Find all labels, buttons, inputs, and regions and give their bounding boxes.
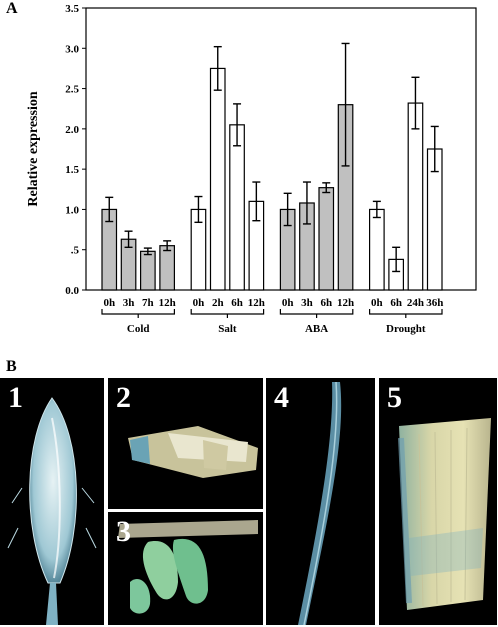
panel-a-label: A <box>6 0 18 17</box>
bar <box>209 67 226 291</box>
y-tick-label: 0.0 <box>65 285 79 297</box>
x-tick-label: 0h <box>282 297 294 309</box>
x-tick-label: 0h <box>103 297 115 309</box>
y-tick-label: .5 <box>71 245 80 257</box>
x-tick-label: 0h <box>193 297 205 309</box>
y-tick-label: 2.0 <box>65 124 79 136</box>
y-tick-label: 1.0 <box>65 204 79 216</box>
x-tick-label: 6h <box>231 297 243 309</box>
bar <box>318 187 335 291</box>
anthers-illustration <box>118 520 258 614</box>
x-tick-label: 12h <box>248 297 265 309</box>
bar <box>407 102 424 291</box>
group-label: Cold <box>127 323 150 335</box>
bar <box>159 245 175 291</box>
x-tick-label: 2h <box>212 297 224 309</box>
photo-number: 5 <box>387 381 402 414</box>
panel-b-label: B <box>6 358 17 375</box>
photo-2-floret: 2 <box>108 378 263 509</box>
x-tick-label: 12h <box>159 297 176 309</box>
group-bracket <box>101 309 175 315</box>
y-tick-label: 3.0 <box>65 43 79 55</box>
y-axis-label: Relative expression <box>26 91 41 206</box>
group-label: Salt <box>218 323 237 335</box>
photo-number: 3 <box>116 515 131 548</box>
group-bracket <box>369 309 443 315</box>
x-tick-label: 36h <box>426 297 443 309</box>
x-tick-label: 12h <box>337 297 354 309</box>
leaf-sheath-illustration <box>298 381 342 625</box>
photo-number: 1 <box>8 381 23 414</box>
group-bracket <box>279 309 354 315</box>
photo-5-leaf-section: 5 <box>379 378 497 625</box>
bar <box>140 250 156 291</box>
expression-bar-chart: 0.0 .5 1.0 1.5 2.0 2.5 3.0 3.5 Relative expressi… <box>26 3 477 335</box>
leaf-section-illustration <box>398 418 491 610</box>
bar <box>369 208 385 291</box>
y-tick-label: 3.5 <box>65 3 79 15</box>
y-tick-label: 1.5 <box>65 164 79 176</box>
photo-4-leaf-sheath: 4 <box>266 378 375 625</box>
x-tick-label: 0h <box>371 297 383 309</box>
x-tick-label: 6h <box>320 297 332 309</box>
group-label: ABA <box>305 323 328 335</box>
y-tick-label: 2.5 <box>65 84 79 96</box>
group-label: Drought <box>386 323 426 335</box>
x-tick-label: 24h <box>407 297 424 309</box>
bar <box>229 124 245 291</box>
photo-number: 2 <box>116 381 131 414</box>
x-tick-label: 3h <box>123 297 135 309</box>
x-tick-label: 7h <box>142 297 154 309</box>
photo-1-spikelet: 1 <box>0 378 104 625</box>
x-tick-label: 6h <box>390 297 402 309</box>
x-tick-label: 3h <box>301 297 313 309</box>
floret-illustration <box>128 426 258 478</box>
group-bracket <box>190 309 265 315</box>
photo-number: 4 <box>274 381 289 414</box>
spikelet-illustration <box>7 397 97 625</box>
photo-3-anthers: 3 <box>108 512 263 625</box>
